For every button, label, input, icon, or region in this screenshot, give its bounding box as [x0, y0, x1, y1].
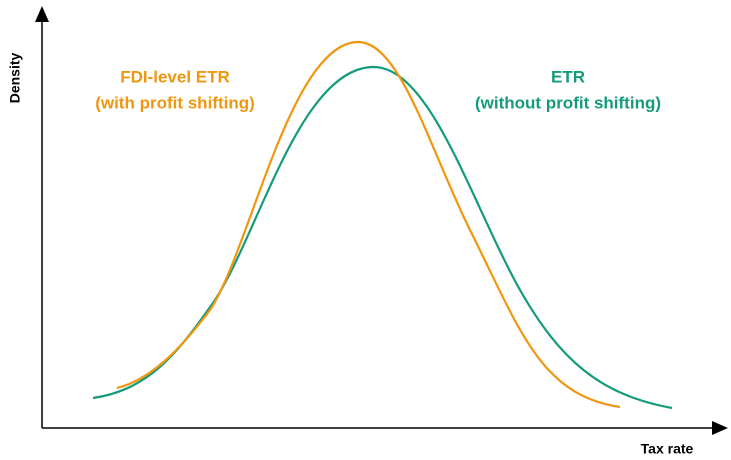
curve-label: (with profit shifting) [95, 93, 255, 112]
x-arrow [712, 421, 728, 435]
x-axis-label: Tax rate [641, 441, 694, 457]
curve-label: (without profit shifting) [475, 93, 661, 112]
curve-label: FDI-level ETR [120, 67, 230, 86]
fdi-etr-curve [116, 40, 621, 409]
curve-label: ETR [551, 67, 585, 86]
etr-curve [92, 65, 673, 410]
y-arrow [35, 6, 49, 22]
y-axis-label: Density [7, 53, 23, 104]
axes [35, 6, 728, 435]
